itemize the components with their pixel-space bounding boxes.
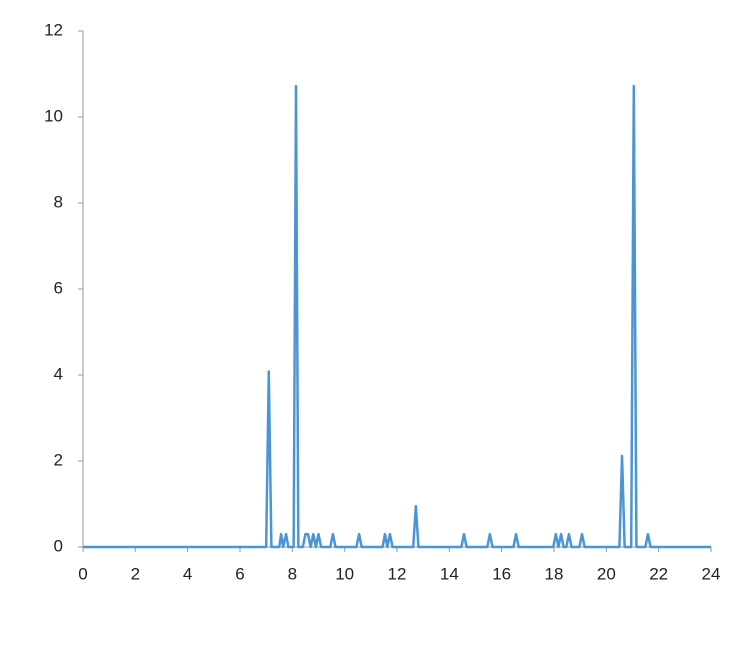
y-tick-label: 6 xyxy=(54,278,63,297)
x-tick-label: 12 xyxy=(388,564,407,583)
x-tick-label: 4 xyxy=(183,564,192,583)
x-tick-label: 2 xyxy=(131,564,140,583)
x-tick-label: 22 xyxy=(649,564,668,583)
y-tick-label: 2 xyxy=(54,450,63,469)
data-line xyxy=(83,84,711,549)
x-tick-label: 24 xyxy=(702,564,721,583)
x-tick-label: 16 xyxy=(492,564,511,583)
x-tick-label: 0 xyxy=(78,564,87,583)
y-tick-label: 10 xyxy=(44,106,63,125)
y-tick-label: 0 xyxy=(54,536,63,555)
x-tick-label: 10 xyxy=(335,564,354,583)
x-tick-label: 20 xyxy=(597,564,616,583)
y-tick-label: 12 xyxy=(44,20,63,39)
x-tick-label: 6 xyxy=(235,564,244,583)
x-tick-label: 8 xyxy=(288,564,297,583)
y-tick-label: 8 xyxy=(54,192,63,211)
x-tick-label: 14 xyxy=(440,564,459,583)
x-tick-label: 18 xyxy=(545,564,564,583)
y-tick-label: 4 xyxy=(54,364,63,383)
